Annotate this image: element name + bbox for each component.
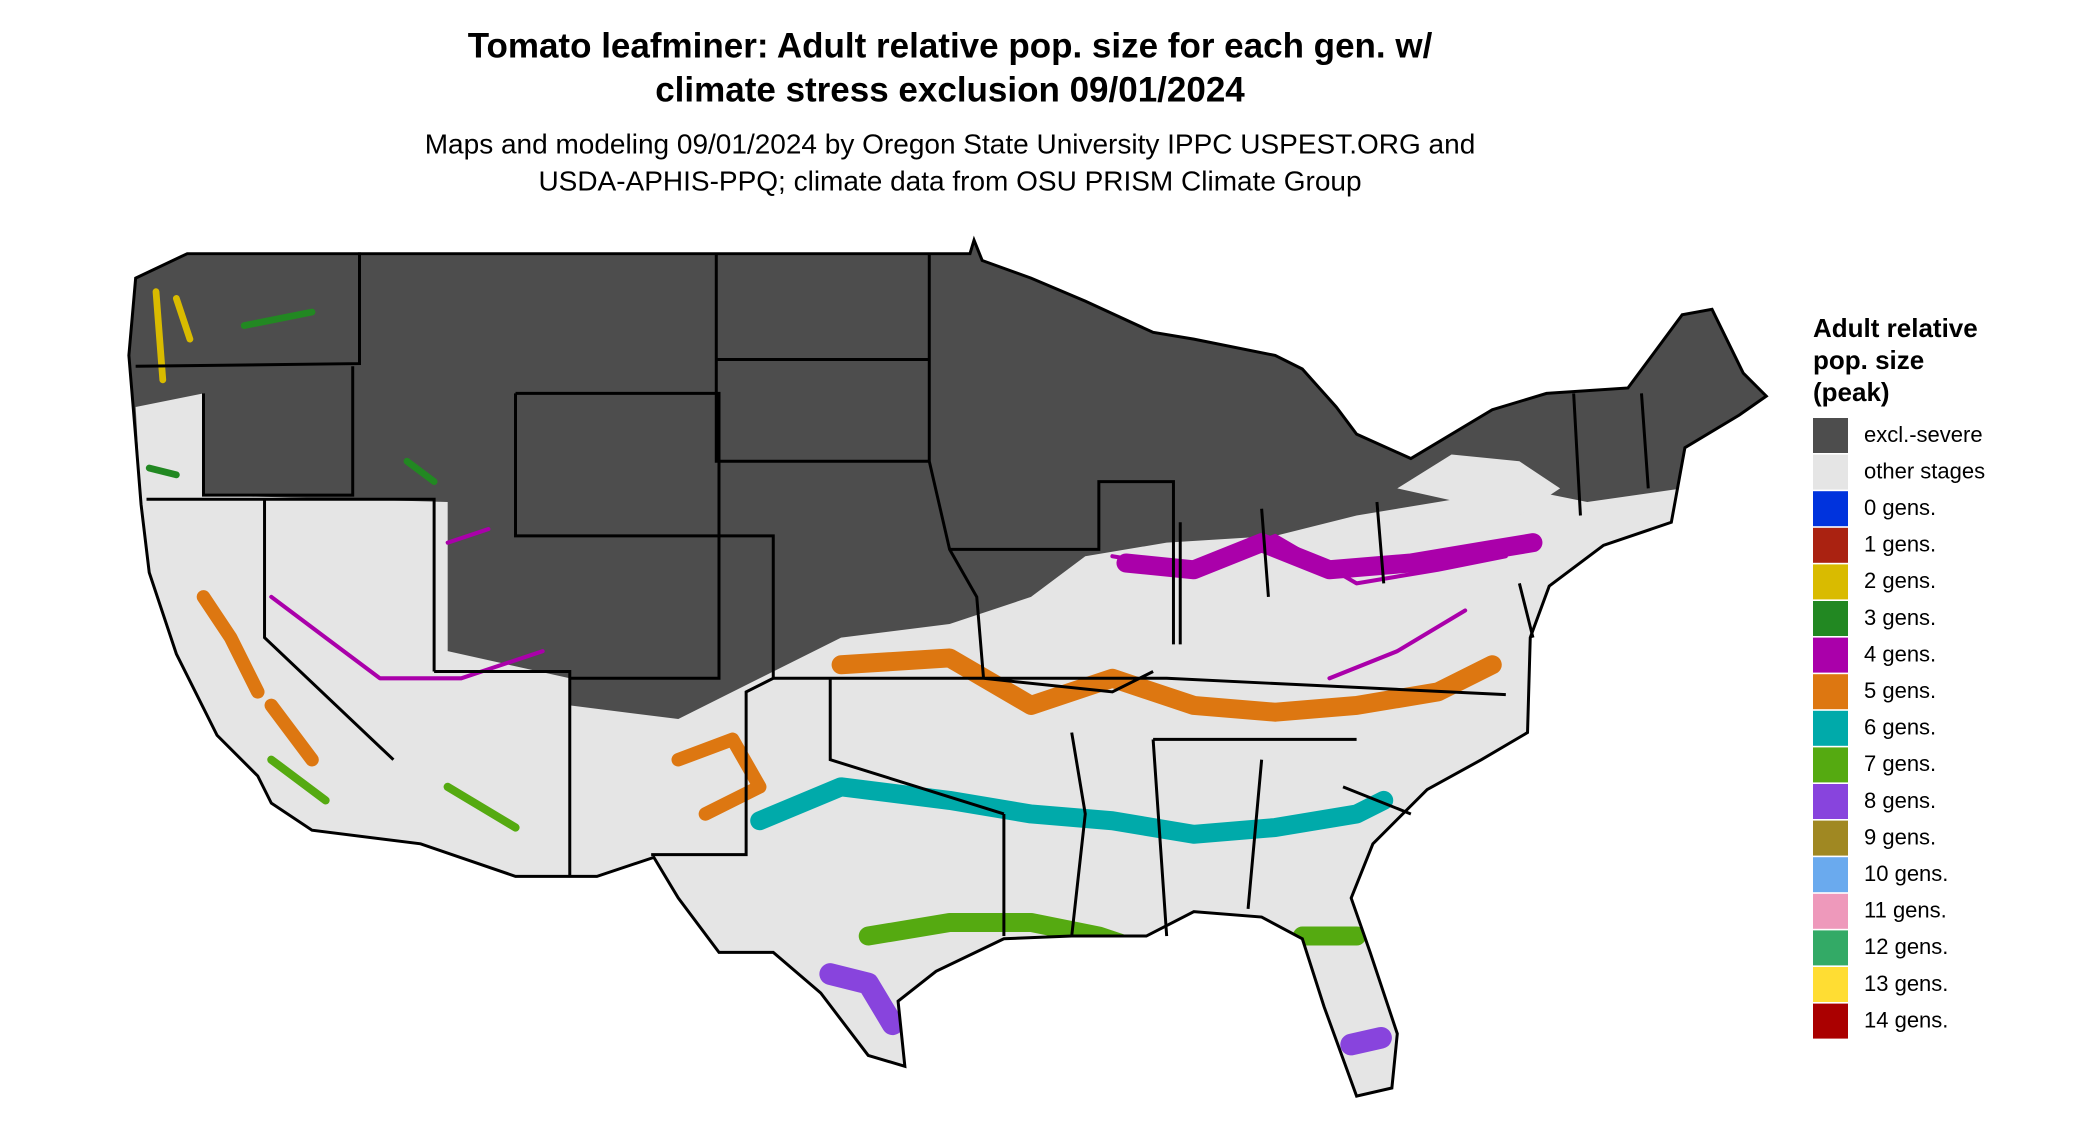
legend-swatch xyxy=(1813,857,1848,893)
legend-swatch xyxy=(1813,710,1848,746)
legend-swatch xyxy=(1813,527,1848,563)
legend-label: 13 gens. xyxy=(1864,971,1948,996)
legend-label: 14 gens. xyxy=(1864,1007,1948,1032)
legend-swatch xyxy=(1813,820,1848,856)
subtitle: USDA-APHIS-PPQ; climate data from OSU PR… xyxy=(538,165,1361,196)
legend-swatch xyxy=(1813,1003,1848,1039)
band-6 xyxy=(750,777,1394,844)
legend-title: Adult relative xyxy=(1813,313,1978,343)
legend-swatch xyxy=(1813,601,1848,636)
band-3 xyxy=(145,308,438,485)
legend-swatch xyxy=(1813,454,1848,490)
legend-swatch xyxy=(1813,747,1848,783)
legend-label: 3 gens. xyxy=(1864,605,1936,630)
legend-title: pop. size xyxy=(1813,345,1924,375)
band-4 xyxy=(1116,533,1543,580)
legend-swatch xyxy=(1813,930,1848,966)
legend-swatch xyxy=(1813,893,1848,929)
band-7 xyxy=(267,755,520,832)
legend-label: 12 gens. xyxy=(1864,934,1948,959)
legend-label: 11 gens. xyxy=(1864,898,1947,923)
legend-label: excl.-severe xyxy=(1864,422,1983,447)
title: Tomato leafminer: Adult relative pop. si… xyxy=(468,26,1433,65)
state-borders xyxy=(127,238,1768,1098)
legend-label: 7 gens. xyxy=(1864,751,1936,776)
legend-label: 1 gens. xyxy=(1864,532,1936,557)
legend-swatch xyxy=(1813,491,1848,527)
legend-label: 6 gens. xyxy=(1864,715,1936,740)
legend-label: other stages xyxy=(1864,458,1985,483)
legend-label: 5 gens. xyxy=(1864,678,1936,703)
band-5 xyxy=(831,648,1502,722)
other-stages-area xyxy=(1397,454,1561,516)
legend-label: 4 gens. xyxy=(1864,641,1936,666)
legend-swatch xyxy=(1813,674,1848,710)
legend-label: 0 gens. xyxy=(1864,495,1936,520)
legend-label: 10 gens. xyxy=(1864,861,1948,886)
legend-label: 2 gens. xyxy=(1864,568,1936,593)
band-8 xyxy=(819,963,1392,1056)
legend-label: 9 gens. xyxy=(1864,824,1936,849)
legend-swatch xyxy=(1813,637,1848,673)
legend-swatch xyxy=(1813,967,1848,1002)
subtitle: Maps and modeling 09/01/2024 by Oregon S… xyxy=(425,128,1476,159)
legend-swatch xyxy=(1813,418,1848,453)
legend-label: 8 gens. xyxy=(1864,788,1936,813)
titles: Tomato leafminer: Adult relative pop. si… xyxy=(425,26,1476,196)
legend-swatch xyxy=(1813,784,1848,819)
title: climate stress exclusion 09/01/2024 xyxy=(655,70,1245,109)
legend-title: (peak) xyxy=(1813,377,1890,407)
legend-swatch xyxy=(1813,564,1848,600)
